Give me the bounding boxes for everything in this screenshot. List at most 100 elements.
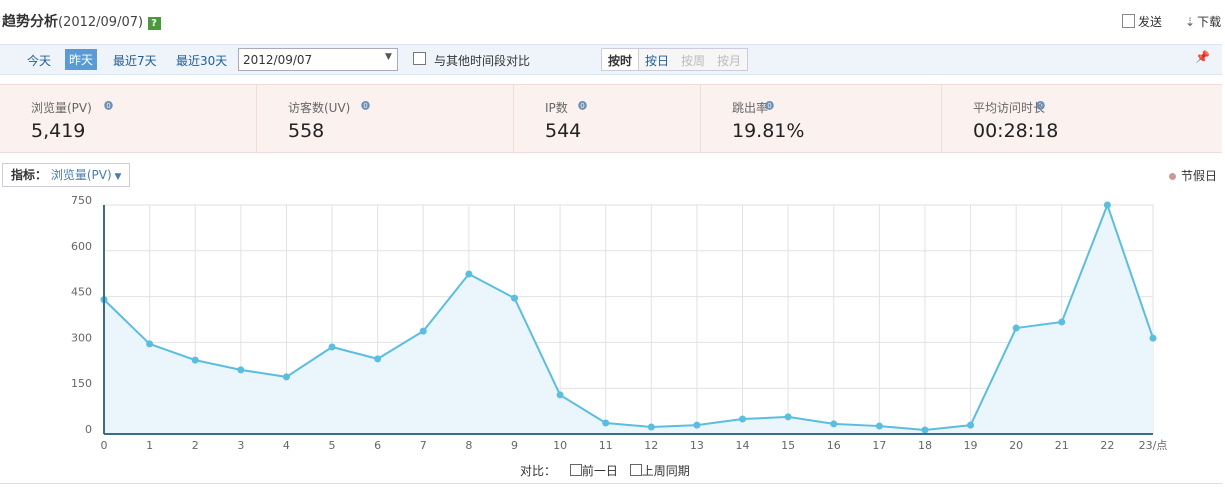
pin[interactable]: 📌 (1195, 50, 1210, 64)
bottom-rule (0, 483, 1222, 484)
y-tick-label: 0 (85, 423, 92, 436)
stat-label: IP数 (545, 101, 568, 115)
x-tick-label: 3 (237, 439, 244, 452)
stat-cell: IP数 ⓿ 544 (514, 85, 701, 152)
x-tick-label: 11 (599, 439, 613, 452)
x-tick-label: 7 (420, 439, 427, 452)
x-tick-label: 15 (781, 439, 795, 452)
x-tick-label: 6 (374, 439, 381, 452)
x-tick-label: 13 (690, 439, 704, 452)
send[interactable]: 发送 (1122, 13, 1162, 30)
date-value: 2012/09/07 (243, 53, 313, 67)
x-tick-label: 23/点 (1139, 439, 1168, 452)
point (374, 355, 382, 363)
y-tick-label: 150 (71, 377, 92, 390)
by-hour[interactable]: 按时 (602, 49, 640, 70)
x-tick-label: 2 (192, 439, 199, 452)
point (967, 421, 975, 429)
metric-label: 指标： (11, 168, 48, 182)
point (1058, 318, 1066, 326)
point (146, 340, 154, 348)
stat-label: 跳出率 (732, 101, 769, 115)
by-day[interactable]: 按日 (645, 54, 670, 68)
x-tick-label: 18 (918, 439, 932, 452)
point (647, 423, 655, 431)
x-tick-label: 17 (872, 439, 886, 452)
point (556, 391, 564, 399)
x-tick-label: 19 (964, 439, 978, 452)
send-icon (1122, 14, 1135, 28)
point (921, 426, 929, 434)
point (1103, 201, 1111, 209)
x-tick-label: 10 (553, 439, 567, 452)
prev-day-checkbox[interactable] (569, 464, 582, 476)
x-tick-label: 14 (736, 439, 750, 452)
point (739, 415, 747, 423)
last-week-checkbox[interactable] (629, 464, 642, 476)
metric-value: 浏览量(PV) (50, 168, 112, 182)
prev-day-label: 前一日 (581, 464, 618, 478)
x-tick-label: 16 (827, 439, 841, 452)
point (602, 419, 610, 427)
download[interactable]: ⇣ 下载 (1185, 13, 1221, 30)
area (104, 205, 1153, 434)
stat-help[interactable]: ⓿ (578, 102, 588, 112)
compare-options-label: 对比： (520, 464, 557, 478)
date-select[interactable]: 2012/09/07 ▼ (238, 48, 398, 71)
stat-label: 浏览量(PV) (31, 101, 92, 115)
stat-help[interactable]: ⓿ (1036, 102, 1046, 112)
point (693, 421, 701, 429)
dropdown-arrow: ▼ (385, 52, 392, 62)
x-tick-label: 21 (1055, 439, 1069, 452)
stat-help[interactable]: ⓿ (361, 102, 371, 112)
range-7days[interactable]: 最近7天 (113, 54, 157, 68)
stat-cell: 访客数(UV) ⓿ 558 (257, 85, 514, 152)
point (1012, 324, 1020, 332)
send-label: 发送 (1138, 15, 1163, 29)
y-tick-label: 300 (71, 331, 92, 344)
compare-options: 对比： 前一日 上周同期 (520, 462, 690, 479)
metric-select[interactable]: 指标： 浏览量(PV) ▼ (2, 163, 131, 187)
compare-checkbox[interactable] (413, 52, 426, 65)
y-tick-label: 450 (71, 286, 92, 299)
point (784, 413, 792, 421)
stat-value: 558 (288, 120, 325, 142)
stat-cell: 平均访问时长 ⓿ 00:28:18 (942, 85, 1221, 152)
range-30days[interactable]: 最近30天 (176, 54, 228, 68)
y-tick-label: 600 (71, 240, 92, 253)
stats-bar: 浏览量(PV) ⓿ 5,419 访客数(UV) ⓿ 558 IP数 ⓿ 544 跳出率 ⓿ 19.81… (0, 84, 1222, 153)
stat-label: 平均访问时长 (973, 101, 1046, 115)
x-tick-label: 0 (101, 439, 108, 452)
title: 趋势分析 (2, 14, 58, 30)
stat-value: 5,419 (31, 120, 86, 142)
x-tick-label: 9 (511, 439, 518, 452)
x-tick-label: 20 (1009, 439, 1023, 452)
x-tick-label: 4 (283, 439, 290, 452)
stat-help[interactable]: ⓿ (765, 102, 775, 112)
range-yesterday[interactable]: 昨天 (65, 49, 98, 70)
download-label: 下载 (1197, 15, 1222, 29)
stat-cell: 浏览量(PV) ⓿ 5,419 (0, 85, 257, 152)
x-tick-label: 8 (465, 439, 472, 452)
x-tick-label: 1 (146, 439, 153, 452)
date: (2012/09/07) (58, 15, 144, 30)
point (419, 327, 427, 335)
stat-help[interactable]: ⓿ (104, 102, 114, 112)
last-week-label: 上周同期 (641, 464, 690, 478)
stat-value: 544 (545, 120, 582, 142)
toolbar: 今天 昨天 最近7天 最近30天 2012/09/07 ▼ 与其他时间段对比 按… (0, 44, 1222, 75)
point (830, 420, 838, 428)
holiday-legend: 节假日 (1169, 167, 1217, 184)
help-icon[interactable]: ? (147, 17, 161, 30)
point (282, 373, 290, 381)
range-today[interactable]: 今天 (27, 54, 52, 68)
stat-value: 19.81% (732, 120, 805, 142)
stat-value: 00:28:18 (973, 120, 1059, 142)
y-tick-label: 750 (71, 194, 92, 207)
compare-label: 与其他时间段对比 (434, 54, 531, 68)
granularity: 按时 按日 按周 按月 (601, 48, 749, 71)
by-month: 按月 (717, 54, 742, 68)
